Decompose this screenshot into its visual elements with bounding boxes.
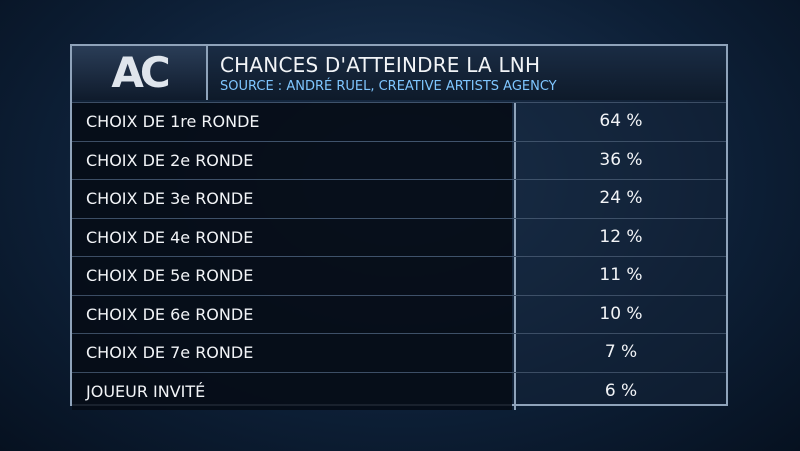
subtitle: SOURCE : ANDRÉ RUEL, CREATIVE ARTISTS AG… bbox=[220, 79, 557, 94]
table-row: CHOIX DE 3e RONDE 24 % bbox=[72, 179, 726, 218]
row-label: CHOIX DE 7e RONDE bbox=[72, 334, 512, 372]
table-row: CHOIX DE 2e RONDE 36 % bbox=[72, 140, 726, 179]
row-value: 10 % bbox=[514, 295, 726, 333]
row-label: CHOIX DE 4e RONDE bbox=[72, 218, 512, 256]
row-value: 12 % bbox=[514, 218, 726, 256]
row-label: CHOIX DE 2e RONDE bbox=[72, 141, 512, 179]
row-value: 64 % bbox=[514, 103, 726, 141]
row-label: CHOIX DE 3e RONDE bbox=[72, 180, 512, 218]
row-label: CHOIX DE 5e RONDE bbox=[72, 257, 512, 295]
table-row: CHOIX DE 4e RONDE 12 % bbox=[72, 217, 726, 256]
row-value: 7 % bbox=[514, 334, 726, 372]
row-value: 6 % bbox=[514, 372, 726, 410]
row-value: 36 % bbox=[514, 141, 726, 179]
title: CHANCES D'ATTEINDRE LA LNH bbox=[220, 53, 541, 77]
row-value: 11 % bbox=[514, 257, 726, 295]
header: CHANCES D'ATTEINDRE LA LNH SOURCE : ANDR… bbox=[208, 46, 726, 100]
panel: AC CHANCES D'ATTEINDRE LA LNH SOURCE : A… bbox=[70, 44, 728, 410]
row-label: JOUEUR INVITÉ bbox=[72, 372, 512, 410]
table-row: CHOIX DE 5e RONDE 11 % bbox=[72, 256, 726, 295]
row-label: CHOIX DE 6e RONDE bbox=[72, 295, 512, 333]
table-row: CHOIX DE 6e RONDE 10 % bbox=[72, 294, 726, 333]
row-label: CHOIX DE 1re RONDE bbox=[72, 103, 512, 141]
table-row: JOUEUR INVITÉ 6 % bbox=[72, 371, 726, 410]
table-row: CHOIX DE 1re RONDE 64 % bbox=[72, 102, 726, 141]
row-value: 24 % bbox=[514, 180, 726, 218]
logo: AC bbox=[72, 46, 208, 100]
table-row: CHOIX DE 7e RONDE 7 % bbox=[72, 333, 726, 372]
table: CHOIX DE 1re RONDE 64 % CHOIX DE 2e RONDE 3… bbox=[72, 102, 726, 410]
